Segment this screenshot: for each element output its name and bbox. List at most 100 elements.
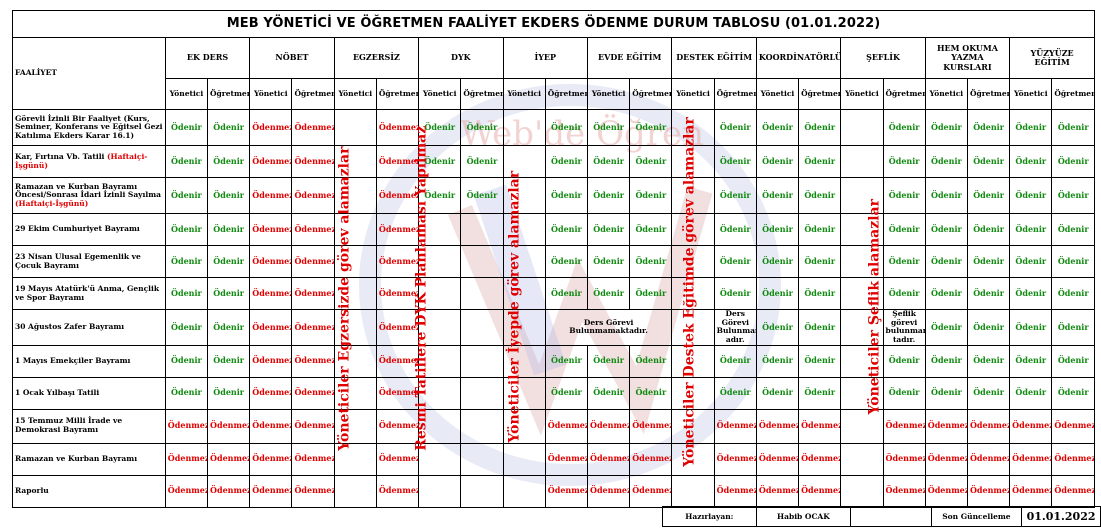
empty-cell bbox=[333, 277, 377, 310]
empty-cell bbox=[671, 309, 715, 346]
status-cell: Ödenmez bbox=[164, 474, 209, 508]
status-cell: Ödenir bbox=[586, 213, 631, 246]
status-cell: Ödenmez bbox=[291, 213, 335, 246]
status-cell: Ödenir bbox=[1009, 245, 1053, 278]
empty-cell bbox=[333, 442, 377, 476]
activity-note: (Haftaiçi-İşgünü) bbox=[15, 198, 89, 208]
destek-note: Ders Görevi Bulunmamakt adır. bbox=[713, 309, 757, 346]
status-cell: Ödenir bbox=[544, 277, 588, 310]
status-cell: Ödenmez bbox=[249, 474, 293, 508]
status-cell: Ödenir bbox=[798, 344, 842, 378]
status-cell: Ödenir bbox=[629, 245, 673, 278]
status-cell: Ödenmez bbox=[375, 277, 420, 310]
updated-date: 01.01.2022 bbox=[1021, 506, 1101, 527]
status-cell: Ödenmez bbox=[207, 474, 251, 508]
column-header: YÜZYÜZE EĞİTİM bbox=[1009, 37, 1095, 79]
status-cell: Ödenir bbox=[586, 344, 631, 378]
status-cell: Ödenir bbox=[207, 177, 251, 214]
status-cell: Ödenir bbox=[966, 213, 1011, 246]
status-cell: Ödenmez bbox=[291, 309, 335, 346]
column-header: EGZERSİZ bbox=[333, 37, 420, 79]
status-cell: Ödenmez bbox=[291, 344, 335, 378]
status-cell: Ödenir bbox=[966, 344, 1011, 378]
status-cell: Ödenir bbox=[207, 309, 251, 346]
status-cell: Ödenir bbox=[207, 277, 251, 310]
status-cell: Ödenmez bbox=[586, 474, 631, 508]
status-cell: Ödenir bbox=[164, 376, 209, 410]
empty-cell bbox=[671, 442, 715, 476]
status-cell: Ödenmez bbox=[629, 474, 673, 508]
status-cell: Ödenir bbox=[924, 213, 968, 246]
status-cell: Ödenmez bbox=[629, 408, 673, 444]
sub-header-yonetici: Yönetici bbox=[840, 78, 884, 110]
sub-header-yonetici: Yönetici bbox=[671, 78, 715, 110]
status-cell: Ödenmez bbox=[375, 177, 420, 214]
status-cell: Ödenir bbox=[460, 109, 504, 146]
sub-header-yonetici: Yönetici bbox=[418, 78, 462, 110]
status-cell: Ödenir bbox=[966, 277, 1011, 310]
empty-cell bbox=[840, 277, 884, 310]
activity-label: 1 Ocak Yılbaşı Tatili bbox=[12, 376, 166, 410]
status-cell: Ödenmez bbox=[1009, 474, 1053, 508]
status-cell: Ödenmez bbox=[713, 474, 757, 508]
column-header: HEM OKUMA YAZMA KURSLARI bbox=[924, 37, 1011, 79]
status-cell: Ödenmez bbox=[291, 474, 335, 508]
status-cell: Ödenmez bbox=[249, 109, 293, 146]
empty-cell bbox=[333, 376, 377, 410]
status-cell: Ödenir bbox=[544, 145, 588, 178]
status-cell: Ödenir bbox=[207, 145, 251, 178]
sub-header-yonetici: Yönetici bbox=[502, 78, 546, 110]
status-cell: Ödenir bbox=[713, 145, 757, 178]
status-cell: Ödenir bbox=[924, 309, 968, 346]
status-cell: Ödenmez bbox=[882, 474, 926, 508]
empty-cell bbox=[460, 376, 504, 410]
status-cell: Ödenir bbox=[966, 109, 1011, 146]
status-cell: Ödenir bbox=[207, 109, 251, 146]
status-cell: Ödenir bbox=[586, 376, 631, 410]
status-cell: Ödenmez bbox=[375, 109, 420, 146]
column-header: KOORDİNATÖRLÜK bbox=[755, 37, 842, 79]
status-cell: Ödenir bbox=[882, 109, 926, 146]
status-cell: Ödenir bbox=[882, 145, 926, 178]
sub-header-ogretmen: Öğretmen bbox=[375, 78, 420, 110]
status-cell: Ödenir bbox=[586, 277, 631, 310]
status-cell: Ödenir bbox=[164, 277, 209, 310]
status-cell: Ödenir bbox=[924, 145, 968, 178]
column-header: İYEP bbox=[502, 37, 588, 79]
status-cell: Ödenir bbox=[755, 109, 800, 146]
activity-label-text: 23 Nisan Ulusal Egemenlik ve Çocuk Bayra… bbox=[15, 251, 141, 270]
empty-cell bbox=[333, 109, 377, 146]
status-cell: Ödenir bbox=[1051, 309, 1095, 346]
status-cell: Ödenir bbox=[629, 277, 673, 310]
status-cell: Ödenir bbox=[798, 145, 842, 178]
activity-label: 15 Temmuz Milli İrade ve Demokrasi Bayra… bbox=[12, 408, 166, 444]
status-cell: Ödenmez bbox=[798, 442, 842, 476]
status-cell: Ödenmez bbox=[924, 442, 968, 476]
status-cell: Ödenmez bbox=[755, 408, 800, 444]
status-cell: Ödenir bbox=[882, 376, 926, 410]
status-cell: Ödenir bbox=[798, 309, 842, 346]
status-cell: Ödenmez bbox=[966, 474, 1011, 508]
status-cell: Ödenmez bbox=[375, 344, 420, 378]
status-cell: Ödenir bbox=[713, 213, 757, 246]
empty-cell bbox=[671, 177, 715, 214]
status-cell: Ödenmez bbox=[375, 474, 420, 508]
status-cell: Ödenmez bbox=[164, 442, 209, 476]
status-cell: Ödenir bbox=[755, 177, 800, 214]
activity-label-text: Ramazan ve Kurban Bayramı bbox=[15, 453, 138, 463]
status-cell: Ödenir bbox=[1051, 177, 1095, 214]
status-cell: Ödenir bbox=[882, 344, 926, 378]
empty-cell bbox=[840, 474, 884, 508]
sub-header-yonetici: Yönetici bbox=[586, 78, 631, 110]
empty-cell bbox=[671, 145, 715, 178]
status-cell: Ödenir bbox=[798, 177, 842, 214]
status-cell: Ödenmez bbox=[291, 109, 335, 146]
status-cell: Ödenir bbox=[629, 344, 673, 378]
status-cell: Ödenmez bbox=[207, 442, 251, 476]
status-cell: Ödenir bbox=[882, 277, 926, 310]
empty-cell bbox=[671, 408, 715, 444]
status-cell: Ödenir bbox=[882, 245, 926, 278]
status-cell: Ödenmez bbox=[586, 408, 631, 444]
status-cell: Ödenir bbox=[924, 177, 968, 214]
status-cell: Ödenir bbox=[1009, 376, 1053, 410]
